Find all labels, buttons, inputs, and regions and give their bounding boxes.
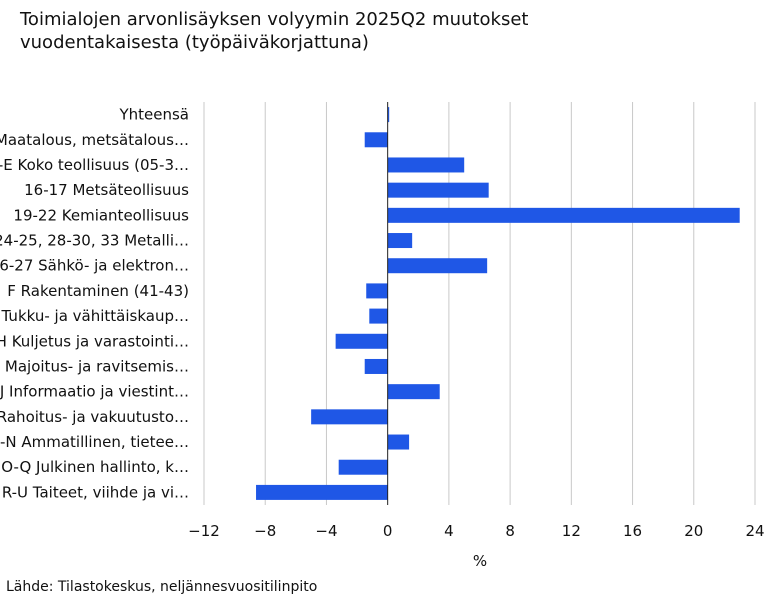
bar bbox=[256, 484, 388, 500]
x-tick-label: 12 bbox=[562, 522, 581, 540]
bar bbox=[364, 358, 388, 374]
x-tick-label: 0 bbox=[383, 522, 393, 540]
bar bbox=[338, 459, 388, 475]
x-axis-label: % bbox=[473, 552, 487, 570]
bar bbox=[387, 182, 489, 198]
x-tick-label: 16 bbox=[623, 522, 642, 540]
chart-title-line-1: Toimialojen arvonlisäyksen volyymin 2025… bbox=[20, 9, 529, 30]
category-label: 24-25, 28-30, 33 Metalli… bbox=[0, 232, 189, 250]
category-label: H Kuljetus ja varastointi… bbox=[0, 332, 189, 350]
bar bbox=[366, 283, 388, 299]
x-tick-label: 20 bbox=[684, 522, 703, 540]
bar bbox=[387, 258, 488, 274]
category-label: A Maatalous, metsätalous… bbox=[0, 131, 189, 149]
bar bbox=[387, 434, 410, 450]
category-labels: Yhteensä A Maatalous, metsätalous… B-E Kok… bbox=[0, 106, 189, 502]
bar bbox=[387, 107, 390, 123]
bar bbox=[387, 157, 465, 173]
x-tick-labels: −12 −8 −4 0 4 8 12 16 20 24 bbox=[188, 522, 764, 540]
x-tick-label: 8 bbox=[505, 522, 515, 540]
bar bbox=[387, 233, 413, 249]
bar bbox=[335, 333, 388, 349]
bars bbox=[256, 107, 740, 500]
category-label: I Majoitus- ja ravitsemis… bbox=[0, 357, 189, 375]
category-label: O-Q Julkinen hallinto, k… bbox=[1, 458, 189, 476]
category-label: M-N Ammatillinen, tietee… bbox=[0, 433, 189, 451]
category-label: 19-22 Kemianteollisuus bbox=[13, 206, 189, 224]
category-label: K Rahoitus- ja vakuutusto… bbox=[0, 408, 189, 426]
bar bbox=[387, 384, 440, 400]
bar bbox=[311, 409, 388, 425]
source-note: Lähde: Tilastokeskus, neljännesvuositili… bbox=[6, 579, 318, 595]
bar bbox=[369, 308, 388, 324]
category-label: G Tukku- ja vähittäiskaup… bbox=[0, 307, 189, 325]
category-label: 16-17 Metsäteollisuus bbox=[24, 181, 189, 199]
x-tick-label: 4 bbox=[444, 522, 454, 540]
category-label: Yhteensä bbox=[118, 106, 189, 124]
category-label: R-U Taiteet, viihde ja vi… bbox=[2, 483, 189, 501]
category-label: J Informaatio ja viestint… bbox=[0, 383, 189, 401]
x-tick-label: 24 bbox=[745, 522, 764, 540]
category-label: F Rakentaminen (41-43) bbox=[7, 282, 189, 300]
category-label: 26-27 Sähkö- ja elektron… bbox=[0, 257, 189, 275]
bar bbox=[364, 132, 388, 148]
x-tick-label: −8 bbox=[254, 522, 276, 540]
category-label: B-E Koko teollisuus (05-3… bbox=[0, 156, 189, 174]
bar bbox=[387, 207, 740, 223]
x-tick-label: −12 bbox=[188, 522, 220, 540]
chart-title: Toimialojen arvonlisäyksen volyymin 2025… bbox=[20, 8, 740, 54]
x-tick-label: −4 bbox=[315, 522, 337, 540]
chart-title-line-2: vuodentakaisesta (työpäiväkorjattuna) bbox=[20, 32, 369, 53]
gridlines bbox=[203, 102, 756, 505]
